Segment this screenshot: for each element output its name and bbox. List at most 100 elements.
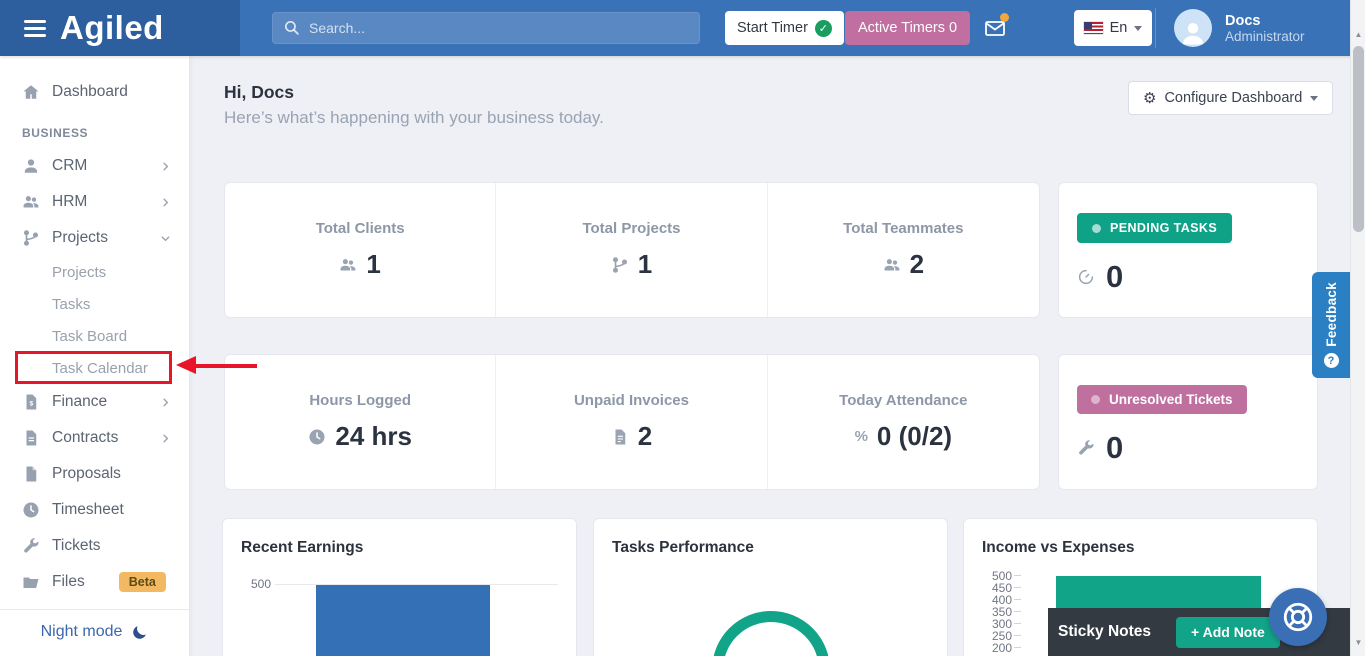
clock-icon: [22, 501, 40, 519]
users-icon: [22, 193, 40, 211]
pending-tasks-badge: PENDING TASKS: [1077, 213, 1233, 243]
sidebar-item-tickets[interactable]: Tickets: [0, 528, 189, 564]
brand-area: Agiled: [0, 0, 240, 56]
configure-dashboard-button[interactable]: ⚙ Configure Dashboard: [1128, 81, 1334, 115]
search-icon: [284, 20, 299, 35]
unresolved-tickets-badge: Unresolved Tickets: [1077, 385, 1247, 414]
global-search: [272, 12, 700, 44]
sidebar-item-projects[interactable]: Projects: [0, 220, 189, 256]
svg-text:$: $: [29, 400, 33, 407]
clock-icon: [308, 428, 326, 446]
sidebar-item-timesheet[interactable]: Timesheet: [0, 492, 189, 528]
pending-tasks-card: PENDING TASKS 0: [1058, 182, 1318, 318]
language-dropdown[interactable]: En: [1074, 10, 1152, 46]
sidebar-subitem-tasks[interactable]: Tasks: [52, 295, 91, 313]
file-dollar-icon: $: [22, 393, 40, 411]
sidebar-section-business: BUSINESS: [22, 126, 89, 140]
active-timers-button[interactable]: Active Timers 0: [845, 11, 971, 45]
file-icon: [22, 465, 40, 483]
y-axis-tick: 500: [251, 577, 272, 591]
percent-icon: %: [854, 428, 868, 445]
sidebar-divider: [0, 609, 189, 610]
sidebar-item-crm[interactable]: CRM: [0, 148, 189, 184]
stats-card-row1: Total Clients 1 Total Projects 1 Total T…: [224, 182, 1040, 318]
users-icon: [339, 256, 357, 274]
night-mode-toggle[interactable]: Night mode: [0, 610, 189, 654]
sidebar-item-contracts[interactable]: Contracts: [0, 420, 189, 456]
sidebar-item-finance[interactable]: $ Finance: [0, 384, 189, 420]
sidebar: Dashboard BUSINESS CRM HRM Projects Proj…: [0, 56, 190, 656]
chevron-down-icon: [1134, 25, 1143, 31]
stat-total-projects: Total Projects 1: [496, 183, 768, 317]
unresolved-tickets-card: Unresolved Tickets 0: [1058, 354, 1318, 490]
wrench-icon: [22, 537, 40, 555]
app-logo[interactable]: Agiled: [60, 9, 164, 46]
top-navbar: Agiled Start Timer ✓ Active Timers 0 En …: [0, 0, 1365, 56]
active-timers-label: Active Timers 0: [858, 20, 958, 36]
stat-hours-logged: Hours Logged 24 hrs: [225, 355, 497, 489]
chevron-right-icon: [160, 433, 171, 444]
sidebar-item-files[interactable]: Files Beta: [0, 564, 189, 600]
user-menu[interactable]: Docs Administrator: [1174, 9, 1305, 47]
chevron-right-icon: [160, 161, 171, 172]
sidebar-item-dashboard[interactable]: Dashboard: [0, 74, 189, 110]
invoice-icon: [611, 428, 629, 446]
sidebar-subitem-projects[interactable]: Projects: [52, 263, 107, 281]
help-fab-button[interactable]: [1269, 588, 1327, 646]
tick-marks: [1014, 575, 1021, 656]
scroll-up-arrow[interactable]: ▲: [1354, 30, 1363, 39]
language-label: En: [1109, 20, 1128, 36]
beta-badge: Beta: [118, 572, 166, 592]
envelope-icon[interactable]: [983, 13, 1009, 40]
home-icon: [22, 83, 40, 101]
user-icon: [22, 157, 40, 175]
dot-icon: [1091, 395, 1100, 404]
wrench-icon: [1077, 439, 1095, 457]
scrollbar-thumb[interactable]: [1353, 46, 1364, 232]
sidebar-item-proposals[interactable]: Proposals: [0, 456, 189, 492]
page-scrollbar[interactable]: ▲ ▼: [1350, 0, 1365, 656]
folder-icon: [22, 573, 40, 591]
navbar-divider: [1155, 8, 1156, 48]
chevron-right-icon: [160, 397, 171, 408]
gear-icon: ⚙: [1143, 90, 1157, 107]
hamburger-icon[interactable]: [24, 16, 46, 41]
branch-icon: [611, 256, 629, 274]
recent-earnings-chart: Recent Earnings 500: [222, 518, 577, 656]
stat-total-teammates: Total Teammates 2: [843, 220, 964, 279]
us-flag-icon: [1083, 22, 1103, 34]
branch-icon: [22, 229, 40, 247]
notification-dot: [1000, 13, 1009, 22]
tasks-performance-chart: Tasks Performance: [593, 518, 948, 656]
file-contract-icon: [22, 429, 40, 447]
chevron-down-icon: [160, 233, 171, 244]
gridline: [275, 584, 558, 585]
start-timer-button[interactable]: Start Timer ✓: [725, 11, 844, 45]
stat-total-clients: Total Clients 1: [225, 183, 497, 317]
stats-card-row2: Hours Logged 24 hrs Unpaid Invoices 2 To…: [224, 354, 1040, 490]
person-avatar-icon: [1174, 9, 1212, 47]
page-greeting: Hi, Docs: [224, 82, 295, 102]
dot-icon: [1092, 223, 1101, 233]
life-preserver-icon: [1283, 602, 1313, 632]
stat-unpaid-invoices: Unpaid Invoices 2: [496, 355, 768, 489]
dial-icon: [1077, 268, 1095, 286]
start-timer-label: Start Timer: [737, 20, 808, 36]
moon-icon: [131, 624, 148, 641]
sticky-notes-title: Sticky Notes: [1058, 623, 1152, 640]
search-input[interactable]: [272, 12, 700, 44]
sidebar-subitem-task-calendar[interactable]: Task Calendar: [52, 359, 148, 377]
sidebar-item-hrm[interactable]: HRM: [0, 184, 189, 220]
chevron-right-icon: [160, 197, 171, 208]
user-name: Docs: [1225, 12, 1261, 29]
chevron-down-icon: [1310, 95, 1319, 101]
earnings-bar: [316, 585, 490, 656]
scroll-down-arrow[interactable]: ▼: [1354, 638, 1363, 647]
question-circle-icon: ?: [1323, 353, 1339, 369]
sidebar-subitem-task-board[interactable]: Task Board: [52, 327, 128, 345]
users-icon: [883, 256, 901, 274]
feedback-tab[interactable]: Feedback ?: [1312, 272, 1350, 378]
user-role: Administrator: [1225, 28, 1305, 44]
y-axis-ticks: 500 450 400 350 300 250 200: [991, 569, 1012, 655]
add-note-button[interactable]: + Add Note: [1176, 616, 1280, 648]
